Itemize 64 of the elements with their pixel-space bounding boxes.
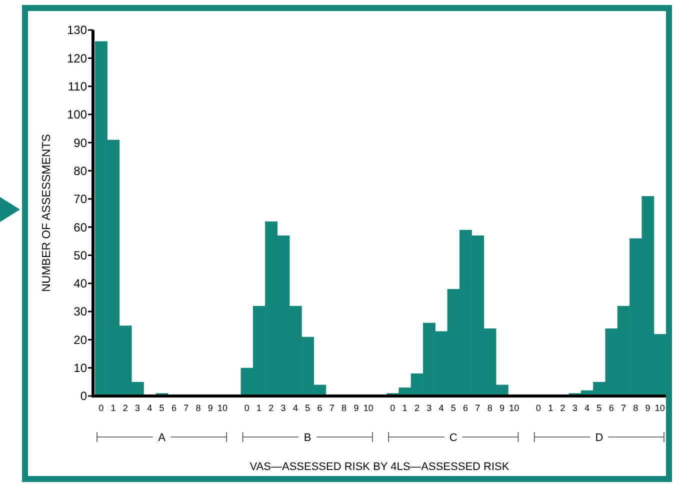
x-tick-label: 3 — [572, 403, 578, 413]
x-tick-label: 4 — [584, 403, 590, 413]
text: C — [449, 432, 458, 444]
y-tick-label: 0 — [80, 389, 88, 404]
x-tick-label: 2 — [268, 403, 274, 413]
x-tick-label: 10 — [654, 403, 665, 413]
y-tick-label: 10 — [74, 361, 88, 376]
x-tick-label: 4 — [438, 403, 444, 413]
x-tick-label: 9 — [208, 403, 213, 413]
x-tick-label: 0 — [244, 403, 250, 413]
x-tick-label: 8 — [633, 403, 638, 413]
x-tick-label: 1 — [548, 403, 554, 413]
x-tick-label: 4 — [292, 403, 298, 413]
x-tick-label: 7 — [329, 403, 334, 413]
x-tick-label: 3 — [280, 403, 286, 413]
y-axis-title: NUMBER OF ASSESSMENTS — [41, 134, 54, 292]
x-tick-label: 2 — [122, 403, 128, 413]
y-tick-label: 20 — [74, 332, 88, 347]
y-tick-label: 90 — [74, 136, 88, 150]
x-tick-label: 1 — [110, 403, 116, 413]
x-tick-label: 0 — [536, 403, 541, 413]
x-tick-label: 10 — [218, 403, 228, 413]
text: A — [158, 432, 166, 444]
x-tick-label: 6 — [463, 403, 468, 413]
x-tick-label: 2 — [560, 403, 566, 413]
x-tick-label: 5 — [596, 403, 602, 413]
x-tick-label: 6 — [608, 403, 614, 413]
y-tick-label: 40 — [74, 276, 88, 291]
x-axis-title: VAS—ASSESSED RISK BY 4LS—ASSESSED RISK — [250, 460, 510, 473]
y-tick-label: 100 — [66, 108, 88, 122]
x-tick-label: 1 — [256, 403, 262, 413]
y-tick-label: 110 — [68, 80, 88, 94]
x-tick-label: 0 — [390, 403, 396, 413]
x-tick-label: 4 — [147, 403, 152, 413]
y-tick-label: 60 — [74, 220, 88, 234]
x-tick-label: 7 — [620, 403, 626, 413]
x-tick-label: 5 — [159, 403, 164, 413]
x-tick-label: 8 — [342, 403, 347, 413]
x-tick-label: 6 — [171, 403, 176, 413]
x-tick-label: 7 — [475, 403, 480, 413]
x-tick-label: 9 — [645, 403, 650, 413]
y-tick-label: 70 — [74, 192, 88, 206]
x-tick-label: 3 — [426, 403, 432, 413]
y-tick-label: 80 — [74, 164, 88, 178]
x-tick-label: 8 — [487, 403, 492, 413]
y-tick-label: 130 — [66, 23, 88, 38]
x-tick-label: 0 — [98, 403, 104, 413]
y-tick-label: 120 — [66, 51, 88, 66]
x-tick-label: 1 — [402, 403, 408, 413]
text: B — [304, 432, 312, 444]
y-tick-label: 30 — [74, 304, 88, 319]
x-tick-label: 9 — [499, 403, 504, 413]
text: D — [595, 432, 604, 444]
x-tick-label: 10 — [509, 403, 520, 413]
x-tick-label: 8 — [196, 403, 201, 413]
y-tick-label: 50 — [74, 248, 88, 262]
x-tick-label: 5 — [305, 403, 310, 413]
x-tick-label: 10 — [363, 403, 374, 413]
x-tick-label: 7 — [184, 403, 189, 413]
x-tick-label: 5 — [450, 403, 456, 413]
x-tick-label: 2 — [414, 403, 420, 413]
x-tick-label: 9 — [354, 403, 359, 413]
x-tick-label: 3 — [135, 403, 140, 413]
x-tick-label: 6 — [317, 403, 322, 413]
